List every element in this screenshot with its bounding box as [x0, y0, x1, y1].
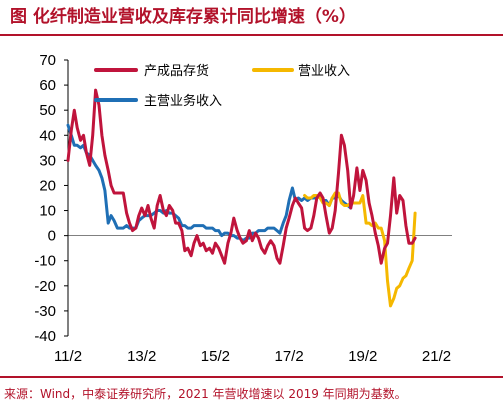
series-line: [66, 123, 353, 243]
x-tick-label: 13/2: [127, 348, 156, 365]
y-tick-label: 70: [39, 52, 56, 69]
y-tick-label: -10: [34, 253, 56, 270]
y-tick-label: -40: [34, 328, 56, 345]
series-line: [66, 88, 417, 265]
chart-title: 图 化纤制造业营收及库存累计同比增速（%）: [10, 7, 356, 27]
y-tick-label: 40: [39, 127, 56, 144]
y-tick-label: 60: [39, 77, 56, 94]
y-tick-label: 0: [48, 228, 56, 245]
legend-label: 主营业务收入: [144, 93, 222, 109]
y-tick-label: 10: [39, 203, 56, 220]
x-tick-label: 15/2: [201, 348, 230, 365]
line-chart: 70 60 50 40 30 20 10 0 -10 -20 -30 -40 11/2 13/2 15/2 1…: [34, 52, 452, 365]
chart-axes: 70 60 50 40 30 20 10 0 -10 -20 -30 -40 11/2 13/2 15/2 1…: [34, 52, 452, 365]
x-tick-label: 11/2: [54, 348, 82, 365]
y-tick-label: -30: [34, 303, 56, 320]
legend-label: 营业收入: [298, 64, 350, 79]
chart-lines: [66, 88, 417, 308]
y-tick-label: 30: [39, 152, 56, 169]
title-rule: [0, 34, 503, 36]
y-tick-label: 50: [39, 102, 56, 119]
source-rule: [0, 376, 503, 378]
legend-label: 产成品存货: [144, 63, 209, 79]
source-note: 来源：Wind，中泰证券研究所，2021 年营收增速以 2019 年同期为基数。: [4, 387, 407, 401]
x-tick-label: 19/2: [348, 348, 377, 365]
y-tick-label: -20: [34, 278, 56, 295]
x-tick-label: 17/2: [275, 348, 304, 365]
y-tick-label: 20: [39, 177, 56, 194]
x-tick-label: 21/2: [422, 348, 451, 365]
